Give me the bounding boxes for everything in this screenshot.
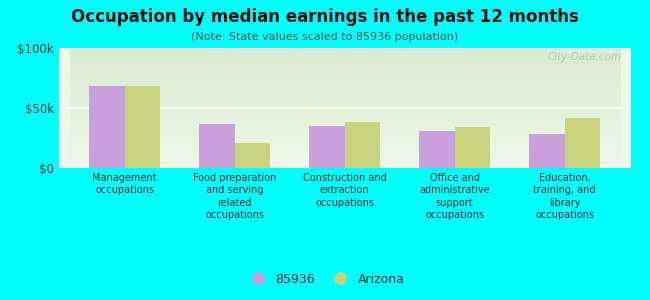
Text: Occupation by median earnings in the past 12 months: Occupation by median earnings in the pas… [71,8,579,26]
Bar [200,124,235,168]
Text: (Note: State values scaled to 85936 population): (Note: State values scaled to 85936 popu… [191,32,459,41]
Bar [235,143,270,168]
Legend: 85936, Arizona: 85936, Arizona [240,268,410,291]
Bar [125,86,160,168]
Bar [344,122,380,168]
Bar [419,131,454,168]
Bar [89,86,125,168]
Text: City-Data.com: City-Data.com [548,52,622,61]
Bar [564,118,600,168]
Bar [309,126,344,168]
Bar [454,127,489,168]
Bar [529,134,564,168]
